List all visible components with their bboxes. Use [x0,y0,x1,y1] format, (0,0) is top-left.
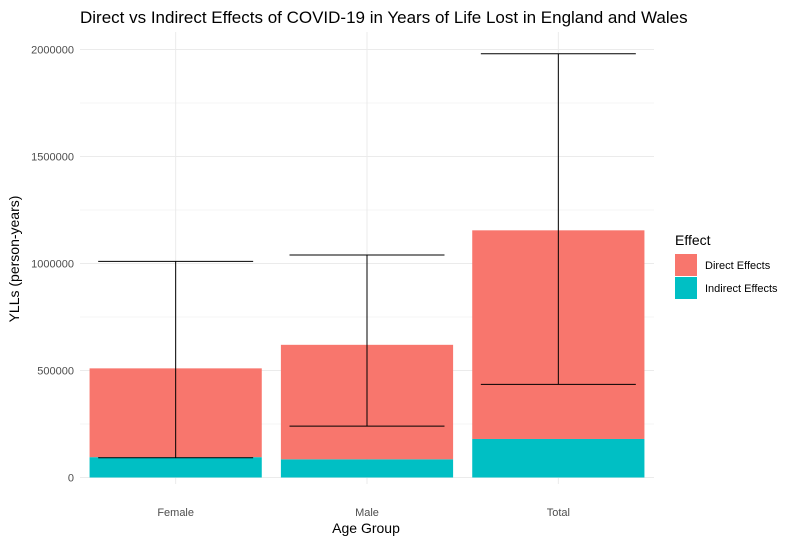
y-tick-label: 2000000 [31,45,74,57]
bar-male-indirect-effects [280,459,454,478]
y-tick-label: 1000000 [31,259,74,271]
legend-label: Direct Effects [705,260,771,272]
x-tick-label: Male [355,507,379,519]
y-tick-label: 1500000 [31,152,74,164]
bar-total-indirect-effects [472,438,645,478]
chart-title: Direct vs Indirect Effects of COVID-19 i… [80,8,688,27]
legend-label: Indirect Effects [705,283,778,295]
bar-female-indirect-effects [89,457,262,478]
x-axis-title: Age Group [332,520,400,536]
legend-swatch-indirect-effects [675,277,697,299]
y-tick-label: 0 [68,473,74,485]
x-axis-ticks: Female Male Total [157,507,570,519]
x-tick-label: Female [157,507,194,519]
error-bars [98,53,636,459]
error-bar-total [480,53,636,385]
legend-swatch-direct-effects [675,254,697,276]
y-tick-label: 500000 [37,366,74,378]
legend-title: Effect [675,232,711,248]
y-axis-title: YLLs (person-years) [6,196,22,323]
legend: Effect Direct Effects Indirect Effects [675,232,778,299]
error-bar-male [289,254,445,427]
y-axis-ticks: 0 500000 1000000 1500000 2000000 [31,45,74,485]
x-tick-label: Total [547,507,570,519]
error-bar-female [98,260,254,459]
